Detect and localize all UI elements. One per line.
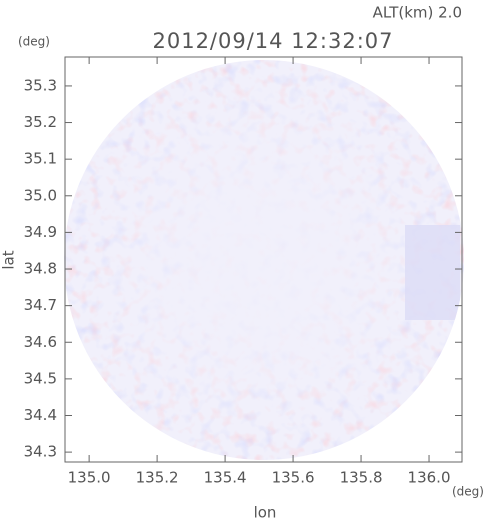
- y-tick-label: 34.4: [24, 406, 57, 424]
- y-tick-label: 34.5: [24, 369, 57, 387]
- x-axis-label: lon: [254, 504, 277, 521]
- x-tick-label: 136.0: [408, 469, 451, 487]
- y-tick-label: 34.3: [24, 443, 57, 461]
- y-axis-label: lat: [0, 250, 18, 269]
- y-tick-label: 34.7: [24, 296, 57, 314]
- x-tick-label: 135.8: [340, 469, 383, 487]
- chart-title: 2012/09/14 12:32:07: [152, 29, 393, 53]
- y-tick-label: 35.3: [24, 76, 57, 94]
- x-unit: (deg): [452, 485, 484, 499]
- y-tick-label: 34.6: [24, 333, 57, 351]
- y-tick-label: 34.9: [24, 223, 57, 241]
- x-tick-label: 135.6: [272, 469, 315, 487]
- y-tick-label: 34.8: [24, 260, 57, 278]
- plot-frame: [64, 56, 463, 463]
- x-tick-label: 135.0: [68, 469, 111, 487]
- altitude-label: ALT(km) 2.0: [373, 4, 462, 22]
- y-tick-label: 35.2: [24, 113, 57, 131]
- y-tick-label: 35.0: [24, 186, 57, 204]
- y-tick-label: 35.1: [24, 150, 57, 168]
- y-unit: (deg): [18, 35, 50, 49]
- x-tick-label: 135.4: [204, 469, 247, 487]
- x-tick-label: 135.2: [136, 469, 179, 487]
- radar-image: [64, 60, 464, 460]
